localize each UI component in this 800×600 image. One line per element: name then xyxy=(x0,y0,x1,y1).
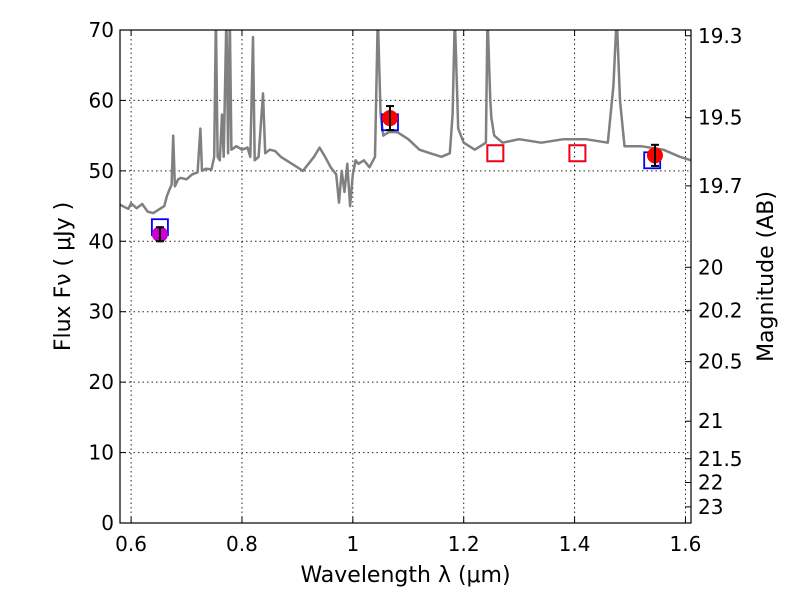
right-tick-label: 21 xyxy=(698,409,723,433)
y-tick-label: 40 xyxy=(89,229,114,253)
grid-layer xyxy=(120,29,691,524)
plot-frame xyxy=(119,29,692,524)
tick-layer: 0.6 0.8 1 1.2 1.4 1.6 0 10 20 30 40 50 60 70 19.3 19.5 1… xyxy=(89,18,743,556)
right-tick-label: 23 xyxy=(698,495,723,519)
right-tick-label: 22 xyxy=(698,470,723,494)
x-axis-label: Wavelength λ (μm) xyxy=(300,563,510,588)
model-box-marker xyxy=(486,144,505,163)
right-tick-label: 20.5 xyxy=(698,350,743,374)
right-tick-label: 19.7 xyxy=(698,174,743,198)
y-tick-label: 10 xyxy=(89,441,114,465)
right-tick-label: 21.5 xyxy=(698,447,743,471)
model-box-marker xyxy=(568,144,587,163)
y-tick-label: 60 xyxy=(89,88,114,112)
y-tick-label: 50 xyxy=(89,159,114,183)
right-tick-label: 19.3 xyxy=(698,24,743,48)
y-tick-label: 70 xyxy=(89,18,114,42)
x-tick-label: 1.2 xyxy=(448,532,480,556)
x-tick-label: 1.6 xyxy=(670,532,702,556)
y-tick-label: 30 xyxy=(89,300,114,324)
y-tick-label: 20 xyxy=(89,370,114,394)
x-tick-label: 1.4 xyxy=(559,532,591,556)
right-tick-label: 19.5 xyxy=(698,106,743,130)
x-tick-label: 0.6 xyxy=(115,532,147,556)
y-axis-right-label: Magnitude (AB) xyxy=(754,191,779,362)
x-tick-label: 1 xyxy=(346,532,359,556)
spectrum-line xyxy=(120,30,691,215)
model-box-marker xyxy=(568,144,587,163)
right-tick-label: 20.2 xyxy=(698,298,743,322)
right-tick-label: 20 xyxy=(698,255,723,279)
model-box-marker xyxy=(486,144,505,163)
y-tick-label: 0 xyxy=(101,511,114,535)
y-axis-label: Flux Fν ( μJy ) xyxy=(51,202,76,351)
x-tick-label: 0.8 xyxy=(226,532,258,556)
plot-layer xyxy=(120,30,691,243)
